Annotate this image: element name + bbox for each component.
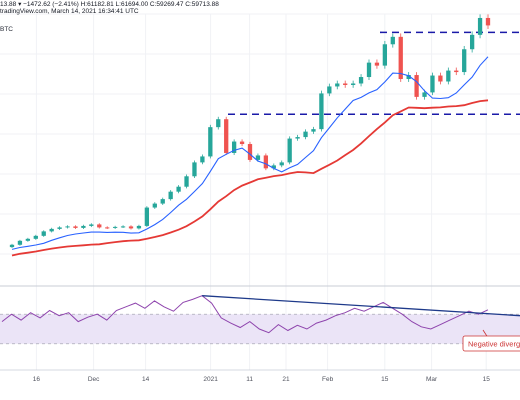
- candle-body: [25, 238, 31, 241]
- candle-body: [73, 226, 78, 228]
- candle-body: [41, 231, 46, 236]
- candle-body: [430, 75, 435, 93]
- x-tick-label: 16: [33, 376, 41, 383]
- x-tick-label: 14: [142, 376, 150, 383]
- x-tick-label: 21: [282, 376, 290, 383]
- chart-header: 13.88 ▾ −1472.62 (−2.41%) H:61182.81 L:6…: [0, 0, 219, 15]
- candle-body: [390, 36, 395, 45]
- candle-body: [279, 162, 284, 166]
- rsi-divergence-trendline: [202, 295, 520, 317]
- candle-body: [192, 162, 197, 177]
- x-tick-label: Mar: [426, 376, 438, 383]
- candle-body: [374, 62, 380, 66]
- candle-body: [231, 141, 237, 153]
- x-axis-ticks: 16 Dec 14 2021 11 21 Feb 15 Mar 15: [33, 376, 490, 383]
- candle-body: [97, 224, 102, 228]
- candle-body: [327, 86, 332, 94]
- moving-average-slow-line: [11, 99, 489, 257]
- candle-body: [160, 199, 165, 204]
- x-tick-label: 15: [483, 376, 491, 383]
- x-tick-label: Feb: [322, 376, 334, 383]
- candle-body: [152, 203, 157, 208]
- candle-body: [81, 225, 86, 228]
- candle-body: [247, 144, 253, 160]
- rsi-annotation-label: Negative divergence: [468, 340, 520, 349]
- candle-body: [89, 224, 94, 226]
- horizontal-levels: [228, 31, 520, 116]
- candle-body: [33, 235, 38, 239]
- candle-body: [287, 138, 292, 163]
- date-line: tradingView.com, March 14, 2021 16:34:41…: [0, 8, 139, 15]
- candle-body: [128, 226, 134, 229]
- moving-average-fast-line: [11, 56, 489, 250]
- candle-body: [144, 207, 150, 226]
- candle-body: [406, 75, 411, 80]
- candle-body: [438, 75, 443, 82]
- candle-body: [65, 226, 70, 228]
- candle-body: [168, 191, 173, 200]
- candlesticks: [9, 14, 491, 248]
- candle-body: [136, 225, 142, 229]
- candle-body: [477, 17, 483, 35]
- candle-body: [311, 129, 316, 132]
- x-tick-label: 15: [381, 376, 389, 383]
- candle-body: [485, 17, 491, 26]
- candle-body: [271, 165, 276, 169]
- candle-body: [263, 155, 269, 169]
- candle-body: [446, 70, 451, 82]
- gridlines: [0, 13, 520, 370]
- candle-body: [255, 155, 261, 160]
- candle-body: [216, 119, 221, 128]
- x-tick-label: 11: [246, 376, 253, 383]
- candle-body: [382, 44, 388, 66]
- candle-body: [319, 93, 324, 130]
- candle-body: [57, 227, 62, 229]
- candle-body: [224, 119, 229, 153]
- candle-body: [398, 36, 403, 80]
- candle-body: [17, 240, 23, 245]
- candle-body: [469, 34, 475, 50]
- x-tick-label: Dec: [88, 376, 100, 383]
- candle-body: [105, 227, 110, 229]
- candle-body: [350, 83, 356, 85]
- candle-body: [120, 226, 126, 228]
- candle-body: [112, 226, 118, 228]
- candle-body: [414, 75, 419, 97]
- candle-body: [49, 228, 54, 232]
- candle-body: [176, 186, 181, 192]
- candle-body: [462, 49, 467, 73]
- rsi-annotation-box: [462, 335, 520, 352]
- candle-body: [239, 141, 245, 145]
- candle-body: [358, 77, 364, 84]
- candle-body: [208, 127, 213, 157]
- candle-body: [335, 83, 340, 87]
- ohlc-readout: 13.88 ▾ −1472.62 (−2.41%) H:61182.81 L:6…: [0, 1, 219, 8]
- candle-body: [422, 92, 427, 97]
- candle-body: [295, 137, 300, 139]
- candle-body: [366, 62, 372, 78]
- x-tick-label: 2021: [203, 376, 218, 383]
- candle-body: [343, 83, 348, 85]
- candle-body: [9, 244, 15, 248]
- candle-body: [303, 131, 308, 138]
- pair-label: BTC: [0, 26, 13, 33]
- rsi-line: [1, 295, 489, 334]
- candle-body: [184, 176, 189, 187]
- candle-body: [200, 156, 205, 163]
- candle-body: [454, 70, 459, 73]
